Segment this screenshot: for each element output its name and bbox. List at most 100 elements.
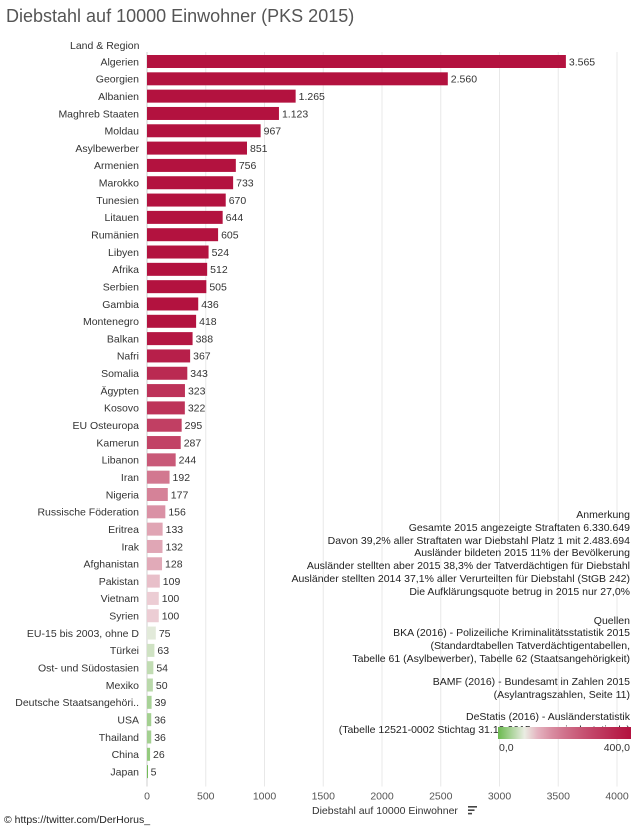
bar[interactable] <box>147 678 153 692</box>
bar[interactable] <box>147 747 151 761</box>
bar[interactable] <box>147 401 185 415</box>
bar[interactable] <box>147 193 226 207</box>
x-tick-label: 4000 <box>605 790 629 802</box>
bar[interactable] <box>147 643 155 657</box>
bar[interactable] <box>147 141 247 155</box>
bar[interactable] <box>147 695 152 709</box>
value-label: 1.123 <box>282 108 308 120</box>
bar[interactable] <box>147 89 296 103</box>
category-label: Nigeria <box>106 489 139 501</box>
value-label: 605 <box>221 230 239 242</box>
bar[interactable] <box>147 384 185 398</box>
color-scale-bar <box>498 727 631 739</box>
bar[interactable] <box>147 228 219 242</box>
bar[interactable] <box>147 453 176 467</box>
category-label: Deutsche Staatsangehöri.. <box>15 697 139 709</box>
value-label: 323 <box>188 385 206 397</box>
category-label: Gambia <box>102 299 139 311</box>
value-label: 100 <box>162 593 180 605</box>
category-label: Asylbewerber <box>75 143 139 155</box>
legend-max-label: 400,0 <box>603 742 630 754</box>
bar[interactable] <box>147 557 163 571</box>
bar[interactable] <box>147 124 261 138</box>
bar[interactable] <box>147 297 199 311</box>
bar[interactable] <box>147 591 159 605</box>
bar[interactable] <box>147 522 163 536</box>
value-label: 436 <box>201 299 219 311</box>
category-label: Balkan <box>107 333 139 345</box>
sources-heading: Quellen <box>593 614 630 627</box>
category-label: Serbien <box>103 281 139 293</box>
bar[interactable] <box>147 436 181 450</box>
category-label: EU-15 bis 2003, ohne D <box>27 628 139 640</box>
category-label: Libyen <box>108 247 139 259</box>
bar[interactable] <box>147 730 152 744</box>
bar[interactable] <box>147 55 566 68</box>
bar[interactable] <box>147 418 182 432</box>
value-label: 132 <box>166 541 184 553</box>
color-legend: 0,0 400,0 <box>498 727 631 756</box>
value-label: 63 <box>157 645 169 657</box>
bar[interactable] <box>147 574 160 588</box>
note-line: Ausländer stellten aber 2015 38,3% der T… <box>306 560 630 573</box>
category-label: Eritrea <box>108 524 139 536</box>
bar[interactable] <box>147 470 170 484</box>
bar[interactable] <box>147 505 166 519</box>
value-label: 418 <box>199 316 217 328</box>
source-line: BAMF (2016) - Bundesamt in Zahlen 2015 <box>432 675 630 688</box>
value-label: 505 <box>209 281 227 293</box>
value-label: 524 <box>212 247 230 259</box>
bar[interactable] <box>147 626 156 640</box>
bar[interactable] <box>147 72 448 86</box>
source-line: Tabelle 61 (Asylbewerber), Tabelle 62 (S… <box>352 652 630 665</box>
category-label: Kosovo <box>104 403 139 415</box>
category-label: Moldau <box>105 126 140 138</box>
category-label: Türkei <box>110 645 139 657</box>
value-label: 644 <box>226 212 244 224</box>
category-label: Litauen <box>105 212 140 224</box>
bar[interactable] <box>147 366 188 380</box>
bar[interactable] <box>147 765 148 779</box>
category-label: EU Osteuropa <box>72 420 139 432</box>
bar[interactable] <box>147 106 279 120</box>
bar[interactable] <box>147 262 208 276</box>
bar[interactable] <box>147 609 159 623</box>
bar[interactable] <box>147 349 191 363</box>
source-line: (Standardtabellen Tatverdächtigentabelle… <box>430 640 630 653</box>
category-label: Syrien <box>109 611 139 623</box>
value-label: 100 <box>162 611 180 623</box>
note-line: Ausländer stellten 2014 37,1% aller Veru… <box>291 572 630 585</box>
category-label: Libanon <box>102 455 140 467</box>
x-tick-label: 500 <box>197 790 215 802</box>
bar[interactable] <box>147 176 234 190</box>
category-label: Georgien <box>96 74 139 86</box>
category-label: Ägypten <box>100 385 139 397</box>
bar[interactable] <box>147 661 154 675</box>
bar[interactable] <box>147 280 207 294</box>
region-header: Land & Region <box>70 40 140 52</box>
x-tick-label: 1500 <box>312 790 336 802</box>
bar[interactable] <box>147 245 209 259</box>
x-tick-label: 3000 <box>488 790 512 802</box>
x-tick-label: 2000 <box>370 790 394 802</box>
category-label: Maghreb Staaten <box>58 108 139 120</box>
note-line: Gesamte 2015 angezeigte Straftaten 6.330… <box>408 521 630 534</box>
category-label: Afghanistan <box>84 559 140 571</box>
category-labels: Algerien Georgien Albanien Maghreb Staaten M… <box>15 56 139 778</box>
bar[interactable] <box>147 713 152 727</box>
note-line: Ausländer bildeten 2015 11% der Bevölker… <box>414 547 630 560</box>
bar[interactable] <box>147 210 223 224</box>
value-label: 128 <box>165 559 183 571</box>
bar[interactable] <box>147 314 197 328</box>
bar[interactable] <box>147 488 168 501</box>
sort-descending-icon[interactable] <box>468 806 477 815</box>
bar[interactable] <box>147 158 236 172</box>
category-label: USA <box>117 714 139 726</box>
bars <box>147 55 566 779</box>
bar[interactable] <box>147 539 163 553</box>
x-axis-title: Diebstahl auf 10000 Einwohner <box>312 805 458 817</box>
value-label: 156 <box>168 507 186 519</box>
category-label: Pakistan <box>99 576 139 588</box>
category-label: Kamerun <box>96 437 139 449</box>
bar[interactable] <box>147 332 193 346</box>
